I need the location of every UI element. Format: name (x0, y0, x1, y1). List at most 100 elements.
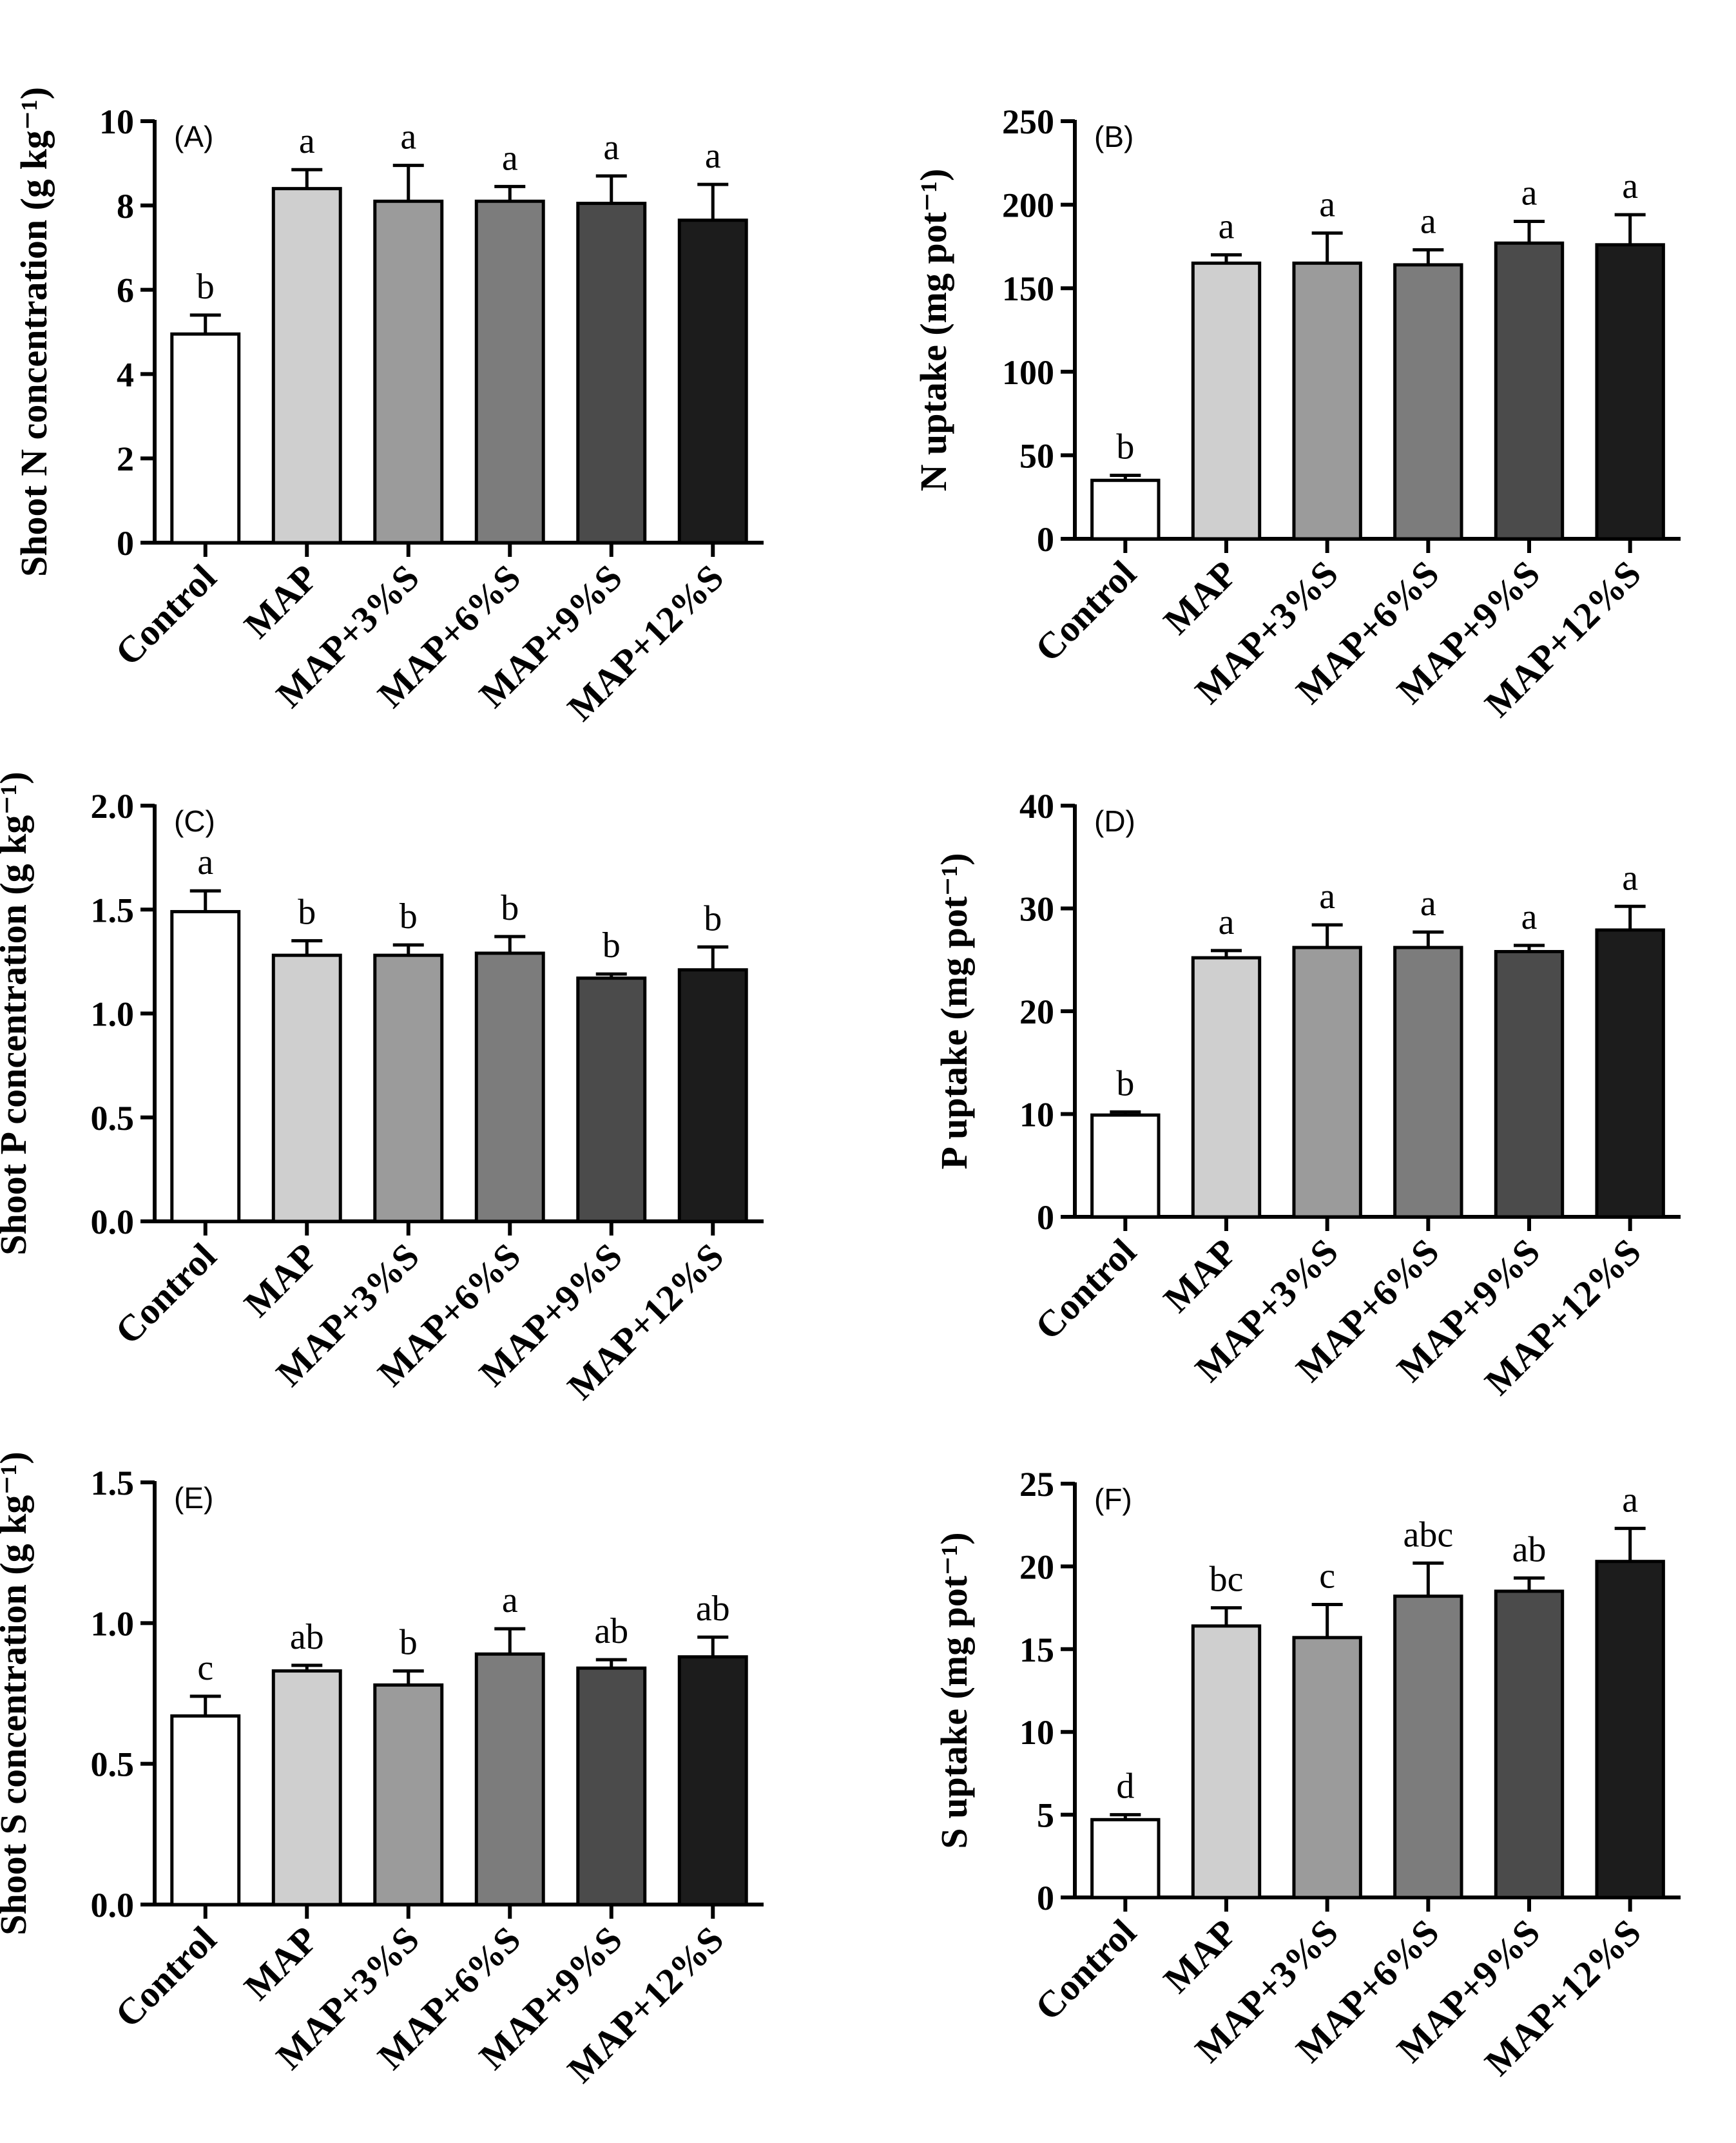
panel-label: (B) (1094, 120, 1133, 153)
significance-letter: a (1319, 877, 1335, 916)
bar-map-6-s (474, 199, 545, 545)
bar-control (1090, 478, 1161, 541)
panel-label: (D) (1094, 804, 1135, 838)
significance-letter: a (1521, 897, 1538, 937)
y-tick-label: 250 (1002, 102, 1054, 141)
bar-map-6-s (1393, 1595, 1463, 1899)
bar-map-6-s (1393, 263, 1463, 541)
y-axis-title: N uptake (mg pot⁻¹) (912, 169, 954, 492)
bar-map-12-s (677, 968, 748, 1223)
y-tick-label: 8 (117, 187, 134, 226)
y-tick-label: 20 (1019, 1547, 1054, 1586)
significance-letter: a (299, 121, 315, 161)
y-tick-label: 0 (117, 524, 134, 563)
significance-letter: a (1219, 902, 1235, 942)
significance-letter: abc (1403, 1515, 1453, 1555)
y-tick-label: 30 (1019, 890, 1054, 929)
bar-map (1191, 1624, 1262, 1899)
significance-letter: bc (1210, 1560, 1244, 1600)
y-tick-label: 0.5 (91, 1745, 135, 1784)
significance-letter: c (1319, 1556, 1335, 1596)
y-axis-title: S uptake (mg pot⁻¹) (933, 1532, 975, 1848)
y-tick-label: 5 (1037, 1796, 1054, 1835)
bar-map-12-s (677, 218, 748, 545)
bar-map (1191, 956, 1262, 1219)
significance-letter: a (400, 117, 416, 157)
significance-letter: a (1420, 884, 1436, 924)
significance-letter: a (1420, 202, 1436, 242)
y-tick-label: 0.0 (91, 1886, 135, 1925)
y-tick-label: 10 (1019, 1096, 1054, 1134)
y-tick-label: 6 (117, 271, 134, 310)
significance-letter: ab (290, 1617, 324, 1657)
bar-map-9-s (576, 1666, 647, 1906)
panel-label: (A) (174, 120, 213, 153)
significance-letter: a (1319, 185, 1335, 225)
y-axis-title: P uptake (mg pot⁻¹) (933, 853, 975, 1169)
y-tick-label: 10 (1019, 1713, 1054, 1752)
bar-control (170, 909, 241, 1223)
significance-letter: a (197, 842, 213, 882)
y-tick-label: 15 (1019, 1631, 1054, 1669)
bar-map-6-s (474, 1652, 545, 1906)
y-tick-label: 200 (1002, 186, 1054, 225)
bar-map-3-s (373, 1683, 444, 1906)
significance-letter: d (1116, 1767, 1134, 1807)
y-tick-label: 0.0 (91, 1203, 135, 1241)
y-tick-label: 0.5 (91, 1099, 135, 1138)
significance-letter: a (1219, 206, 1235, 246)
significance-letter: a (502, 1580, 518, 1620)
y-tick-label: 1.5 (91, 1464, 135, 1502)
y-tick-label: 50 (1019, 436, 1054, 475)
y-tick-label: 0 (1037, 520, 1054, 559)
bar-map-9-s (1494, 1589, 1565, 1899)
y-tick-label: 20 (1019, 993, 1054, 1031)
panel-label: (C) (174, 804, 215, 838)
y-tick-label: 40 (1019, 787, 1054, 826)
significance-letter: b (1116, 1063, 1134, 1103)
significance-letter: b (400, 1623, 418, 1663)
y-axis-title: Shoot P concentration (g kg⁻¹) (0, 771, 34, 1255)
bar-control (1090, 1818, 1161, 1899)
y-tick-label: 1.0 (91, 995, 135, 1034)
significance-letter: ab (594, 1611, 628, 1651)
significance-letter: ab (696, 1589, 730, 1629)
panel-label: (E) (174, 1481, 213, 1515)
significance-letter: b (1116, 427, 1134, 467)
bar-map (271, 187, 342, 545)
bar-map-12-s (677, 1655, 748, 1906)
bar-map-6-s (1393, 945, 1463, 1219)
y-axis-title: Shoot S concentration (g kg⁻¹) (0, 1451, 34, 1935)
significance-letter: ab (1512, 1529, 1547, 1569)
bar-map-3-s (373, 199, 444, 545)
bar-map (271, 953, 342, 1223)
significance-letter: b (298, 893, 316, 933)
bar-map-12-s (1595, 1560, 1665, 1899)
bar-control (170, 332, 241, 545)
bar-map-3-s (373, 953, 444, 1223)
significance-letter: a (705, 136, 721, 176)
bar-map-3-s (1292, 1636, 1362, 1899)
bar-control (170, 1714, 241, 1906)
panel-label: (F) (1094, 1482, 1132, 1516)
significance-letter: a (502, 138, 518, 178)
significance-letter: b (603, 926, 621, 965)
y-tick-label: 2 (117, 440, 134, 478)
bar-control (1090, 1113, 1161, 1219)
bar-map (271, 1669, 342, 1906)
significance-letter: a (1521, 173, 1538, 213)
bar-map-9-s (576, 202, 647, 545)
bar-map-12-s (1595, 243, 1665, 541)
y-tick-label: 100 (1002, 353, 1054, 392)
bar-map-3-s (1292, 945, 1362, 1219)
bar-map-9-s (1494, 949, 1565, 1219)
bar-map-9-s (1494, 241, 1565, 541)
y-tick-label: 1.5 (91, 891, 135, 929)
y-tick-label: 2.0 (91, 787, 135, 826)
significance-letter: a (1622, 1480, 1638, 1520)
y-tick-label: 25 (1019, 1465, 1054, 1504)
significance-letter: a (1622, 166, 1638, 206)
